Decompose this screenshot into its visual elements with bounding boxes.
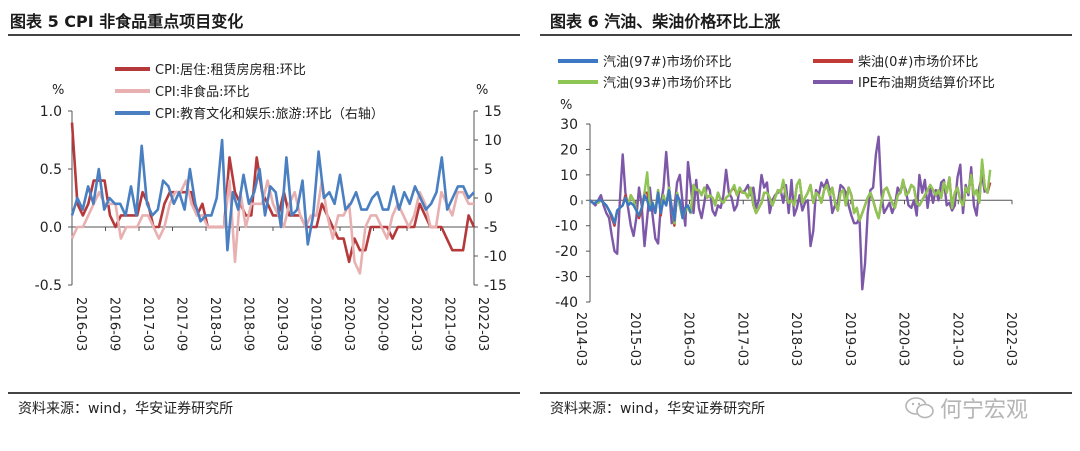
x-tick-label: 2014-03 — [573, 312, 588, 366]
legend-label: 柴油(0#)市场价环比 — [858, 54, 978, 70]
x-tick-label: 2020-03 — [896, 312, 911, 366]
x-tick-label: 2018-03 — [788, 312, 803, 366]
legend-label: 汽油(93#)市场价环比 — [603, 75, 732, 91]
cpi-line-chart: CPI:居住:租赁房房租:环比 CPI:非食品:环比 CPI:教育文化和娱乐:旅游:… — [35, 62, 507, 351]
x-tick-label: 2019-03 — [842, 312, 857, 366]
y-tick-label: 0.0 — [40, 220, 62, 236]
y2-tick-label: 0 — [484, 191, 493, 207]
source-note: 资料来源：wind，华安证券研究所 — [18, 401, 234, 417]
watermark: 何宁宏观 — [940, 398, 1029, 423]
y-tick-label: -10 — [555, 219, 578, 235]
x-tick-label: 2021-03 — [949, 312, 964, 366]
legend-label: CPI:教育文化和娱乐:旅游:环比（右轴） — [155, 106, 384, 122]
y-tick-label: 0.5 — [40, 162, 62, 178]
chart-legend: CPI:居住:租赁房房租:环比 CPI:非食品:环比 CPI:教育文化和娱乐:旅游:… — [115, 62, 384, 122]
chart-title: 图表 6 汽油、柴油价格环比上涨 — [550, 12, 781, 31]
x-tick-label: 2017-03 — [140, 297, 155, 351]
y2-tick-label: -5 — [484, 220, 498, 236]
x-tick-label: 2019-09 — [308, 297, 323, 351]
x-tick-label: 2021-03 — [408, 297, 423, 351]
series-line-1 — [589, 188, 692, 225]
wechat-icon — [905, 397, 934, 419]
y-tick-label: -20 — [555, 244, 578, 260]
series-line-3 — [70, 138, 475, 252]
y2-tick-label: 10 — [484, 133, 502, 149]
x-tick-label: 2018-03 — [207, 297, 222, 351]
chart-panel-fuel: 图表 6 汽油、柴油价格环比上涨 汽油(97#)市场价环比 柴油(0#)市场价环比… — [540, 0, 1080, 451]
x-tick-label: 2015-03 — [627, 312, 642, 366]
legend-label: 汽油(97#)市场价环比 — [603, 54, 732, 70]
title-rule — [8, 34, 520, 36]
y2-tick-label: 5 — [484, 162, 493, 178]
source-rule — [540, 392, 1072, 394]
x-tick-label: 2016-03 — [73, 297, 88, 351]
series-line-2 — [70, 179, 474, 275]
y-tick-label: 20 — [560, 142, 578, 158]
series-line-4 — [589, 135, 986, 291]
source-rule — [8, 392, 520, 394]
y2-tick-label: -10 — [484, 249, 507, 265]
legend-label: CPI:居住:租赁房房租:环比 — [155, 62, 306, 78]
x-tick-label: 2016-03 — [681, 312, 696, 366]
x-tick-label: 2020-09 — [375, 297, 390, 351]
x-tick-label: 2017-09 — [174, 297, 189, 351]
y-axis-unit: % — [52, 83, 64, 98]
y2-tick-label: -15 — [484, 278, 507, 294]
y-tick-label: 1.0 — [40, 104, 62, 120]
x-tick-label: 2022-03 — [475, 297, 490, 351]
legend-label: CPI:非食品:环比 — [155, 84, 250, 100]
x-tick-label: 2019-03 — [274, 297, 289, 351]
chart-panel-cpi: 图表 5 CPI 非食品重点项目变化 CPI:居住:租赁房房租:环比 CPI:非食… — [0, 0, 520, 451]
x-tick-label: 2021-09 — [442, 297, 457, 351]
legend-label: IPE布油期货结算价环比 — [858, 75, 995, 91]
y-tick-label: -30 — [555, 270, 578, 286]
series-line-1 — [70, 122, 476, 264]
y-tick-label: 0 — [569, 193, 578, 209]
chart-title: 图表 5 CPI 非食品重点项目变化 — [10, 12, 244, 31]
y-axis-unit: % — [560, 98, 572, 113]
source-note: 资料来源：wind，华安证券研究所 — [550, 401, 766, 417]
y-tick-label: -40 — [555, 295, 578, 311]
y2-axis-unit: % — [476, 83, 488, 98]
x-tick-label: 2022-03 — [1003, 312, 1018, 366]
x-tick-label: 2018-09 — [241, 297, 256, 351]
title-rule — [540, 34, 1072, 36]
x-tick-label: 2017-03 — [734, 312, 749, 366]
y2-tick-label: 15 — [484, 104, 502, 120]
y-tick-label: -0.5 — [35, 278, 62, 294]
x-tick-label: 2020-03 — [341, 297, 356, 351]
x-tick-label: 2016-09 — [107, 297, 122, 351]
y-tick-label: 10 — [560, 168, 578, 184]
y-tick-label: 30 — [560, 117, 578, 133]
